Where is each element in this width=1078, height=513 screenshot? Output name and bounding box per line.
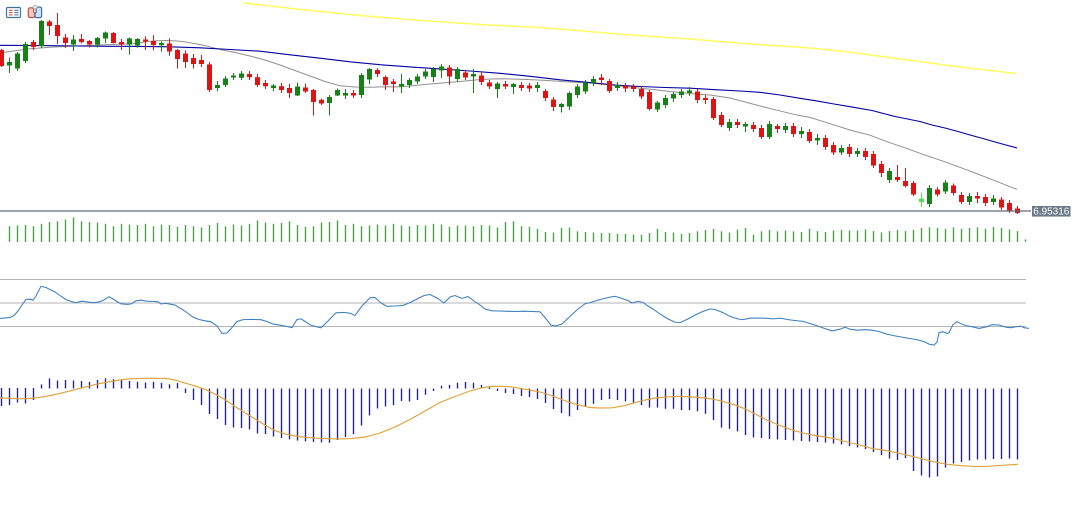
svg-text:6.95316: 6.95316 <box>1033 207 1070 218</box>
